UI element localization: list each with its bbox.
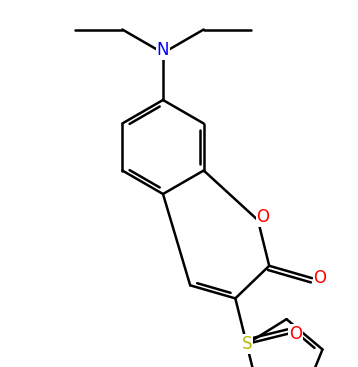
Text: O: O: [256, 208, 270, 226]
Text: S: S: [241, 335, 252, 353]
Text: N: N: [157, 41, 169, 59]
Text: O: O: [314, 269, 326, 287]
Text: O: O: [289, 325, 302, 343]
